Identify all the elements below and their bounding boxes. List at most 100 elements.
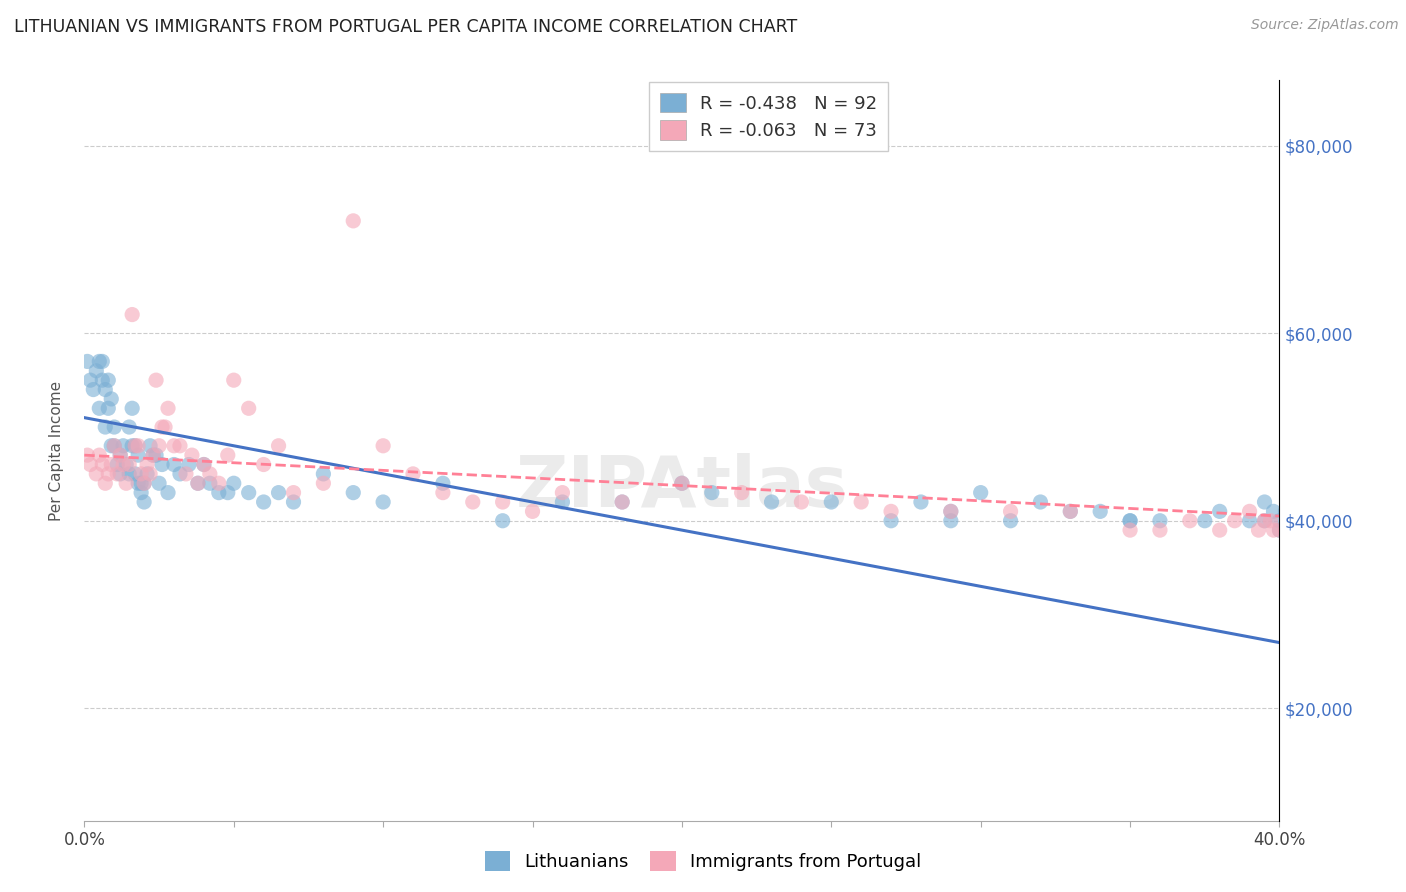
Point [1277,514,1299,528]
Point [89,354,111,368]
Point [761,495,783,509]
Point [169,439,191,453]
Point [1209,523,1232,537]
Point [153,420,176,434]
Point [1059,504,1081,518]
Point [163,439,186,453]
Point [1268,523,1291,537]
Point [129,476,152,491]
Point [312,467,335,481]
Point [79,458,101,472]
Point [142,448,165,462]
Point [139,467,162,481]
Point [1119,514,1142,528]
Point [1268,523,1291,537]
Point [118,467,141,481]
Point [1292,523,1315,537]
Point [127,439,149,453]
Point [373,495,395,509]
Point [132,476,156,491]
Point [402,467,425,481]
Point [851,495,873,509]
Point [1263,523,1285,537]
Legend: R = -0.438   N = 92, R = -0.063   N = 73: R = -0.438 N = 92, R = -0.063 N = 73 [650,82,889,151]
Point [145,373,167,387]
Point [112,439,135,453]
Point [132,476,156,491]
Point [1260,514,1282,528]
Point [1149,523,1171,537]
Point [731,485,754,500]
Point [129,485,152,500]
Point [150,420,173,434]
Point [193,458,215,472]
Point [373,439,395,453]
Point [132,495,156,509]
Point [142,448,165,462]
Point [1284,514,1306,528]
Point [1253,514,1275,528]
Point [253,495,276,509]
Point [181,448,204,462]
Point [118,420,141,434]
Point [145,448,167,462]
Point [115,458,138,472]
Point [1119,514,1142,528]
Point [492,514,515,528]
Point [208,485,231,500]
Point [150,458,173,472]
Point [118,458,141,472]
Point [1292,523,1315,537]
Point [1239,514,1261,528]
Point [129,467,152,481]
Point [79,373,101,387]
Point [1329,635,1351,649]
Text: Source: ZipAtlas.com: Source: ZipAtlas.com [1251,18,1399,32]
Point [97,373,120,387]
Point [790,495,813,509]
Point [671,476,693,491]
Point [1286,504,1309,518]
Point [148,476,170,491]
Point [198,476,221,491]
Point [100,439,122,453]
Point [110,448,132,462]
Point [1119,523,1142,537]
Legend: Lithuanians, Immigrants from Portugal: Lithuanians, Immigrants from Portugal [478,844,928,879]
Point [187,476,209,491]
Point [1253,514,1275,528]
Point [217,485,239,500]
Point [208,476,231,491]
Point [612,495,634,509]
Point [103,439,125,453]
Point [174,467,197,481]
Point [105,467,128,481]
Point [1313,626,1336,640]
Point [82,383,104,397]
Point [939,514,962,528]
Point [283,485,305,500]
Point [89,401,111,416]
Point [461,495,484,509]
Point [1284,514,1306,528]
Point [1239,504,1261,518]
Point [238,485,260,500]
Point [238,401,260,416]
Point [91,458,114,472]
Point [89,448,111,462]
Point [148,439,170,453]
Point [253,458,276,472]
Point [76,354,98,368]
Point [94,383,117,397]
Point [193,458,215,472]
Point [492,495,515,509]
Point [163,458,186,472]
Point [1149,514,1171,528]
Point [157,401,180,416]
Point [124,467,146,481]
Point [86,467,108,481]
Point [1000,514,1022,528]
Point [700,485,723,500]
Point [432,485,454,500]
Point [1274,504,1296,518]
